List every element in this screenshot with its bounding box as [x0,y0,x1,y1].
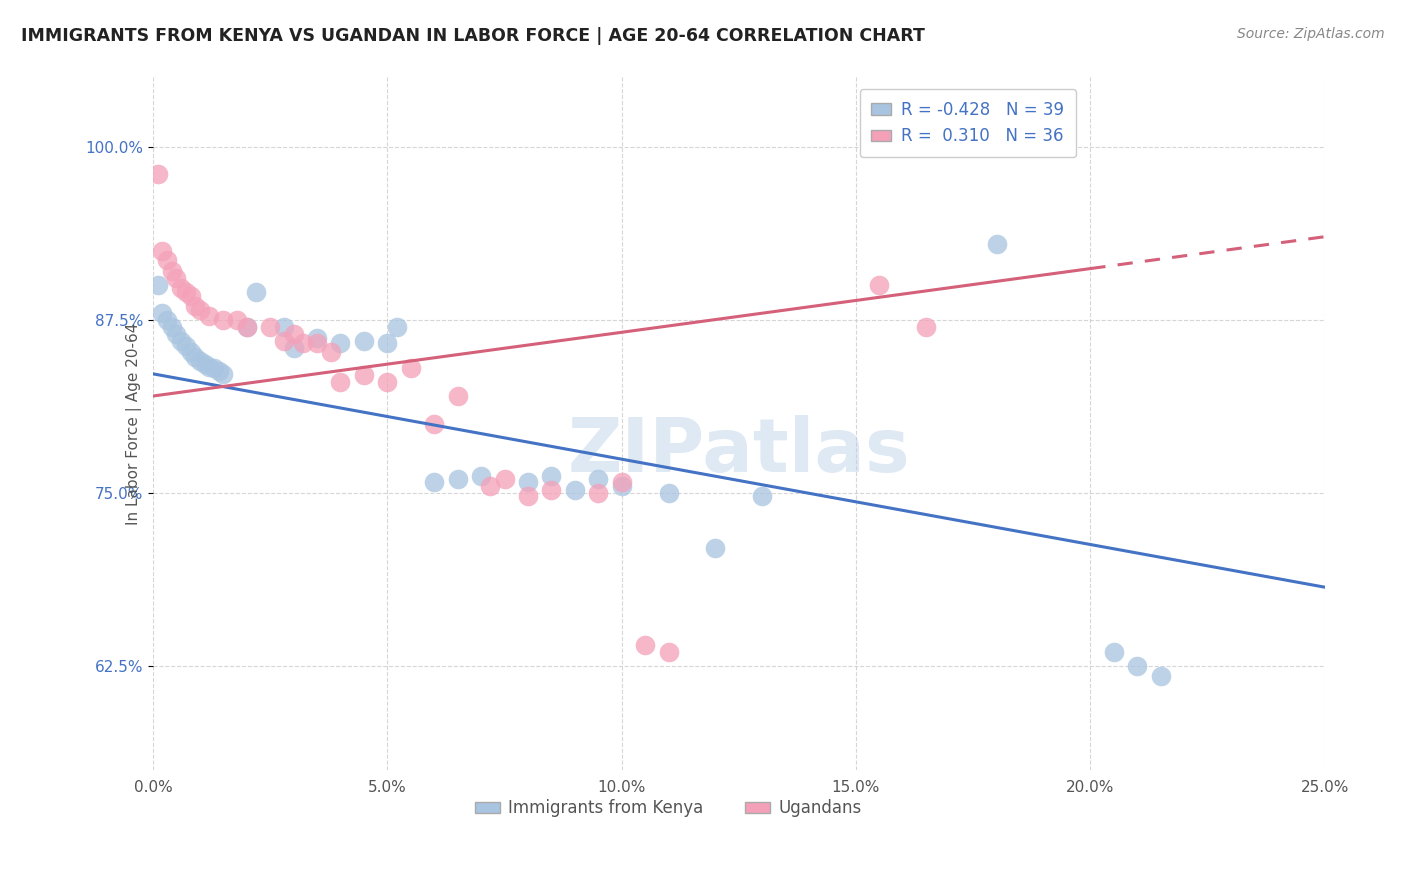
Point [184,299,207,313]
Point [479,479,502,493]
Point [174,339,197,353]
Point [156,253,179,268]
Text: Source: ZipAtlas.com: Source: ZipAtlas.com [1237,27,1385,41]
Point [868,278,890,293]
Point [174,285,197,300]
Point [986,236,1008,251]
Point [188,303,211,318]
Point [156,313,179,327]
Point [235,319,257,334]
Point [329,336,352,351]
Point [194,357,217,371]
Point [319,344,342,359]
Point [657,486,679,500]
Point [180,289,202,303]
Point [353,334,375,348]
Point [188,354,211,368]
Point [146,278,169,293]
Point [166,271,188,285]
Point [198,359,221,374]
Point [273,334,295,348]
Point [259,319,281,334]
Point [470,469,492,483]
Point [915,319,938,334]
Point [385,319,408,334]
Point [212,313,235,327]
Text: IMMIGRANTS FROM KENYA VS UGANDAN IN LABOR FORCE | AGE 20-64 CORRELATION CHART: IMMIGRANTS FROM KENYA VS UGANDAN IN LABO… [21,27,925,45]
Point [375,336,398,351]
Point [291,336,314,351]
Point [423,475,446,489]
Point [212,367,235,381]
Point [245,285,267,300]
Point [1149,669,1171,683]
Point [1102,645,1125,659]
Point [516,489,538,503]
Point [146,168,169,182]
Point [180,344,202,359]
Point [634,638,657,652]
Point [1126,659,1149,673]
Point [446,472,468,486]
Point [540,469,562,483]
Point [170,281,193,295]
Point [305,336,328,351]
Point [160,264,183,278]
Point [207,364,229,378]
Point [399,361,422,376]
Point [160,319,183,334]
Y-axis label: In Labor Force | Age 20-64: In Labor Force | Age 20-64 [127,323,142,524]
Point [423,417,446,431]
Point [184,350,207,364]
Point [283,326,305,341]
Point [305,331,328,345]
Point [226,313,249,327]
Point [152,306,174,320]
Point [446,389,468,403]
Point [375,375,398,389]
Point [751,489,773,503]
Point [516,475,538,489]
Point [704,541,727,556]
Point [586,472,609,486]
Point [273,319,295,334]
Point [166,326,188,341]
Point [170,334,193,348]
Point [202,361,225,376]
Point [610,475,633,489]
Point [540,483,562,498]
Point [152,244,174,258]
Legend: Immigrants from Kenya, Ugandans: Immigrants from Kenya, Ugandans [468,793,869,824]
Point [610,479,633,493]
Point [235,319,257,334]
Point [564,483,586,498]
Point [198,309,221,323]
Point [329,375,352,389]
Point [657,645,679,659]
Point [494,472,516,486]
Point [353,368,375,383]
Point [586,486,609,500]
Text: ZIPatlas: ZIPatlas [568,415,910,488]
Point [283,341,305,355]
